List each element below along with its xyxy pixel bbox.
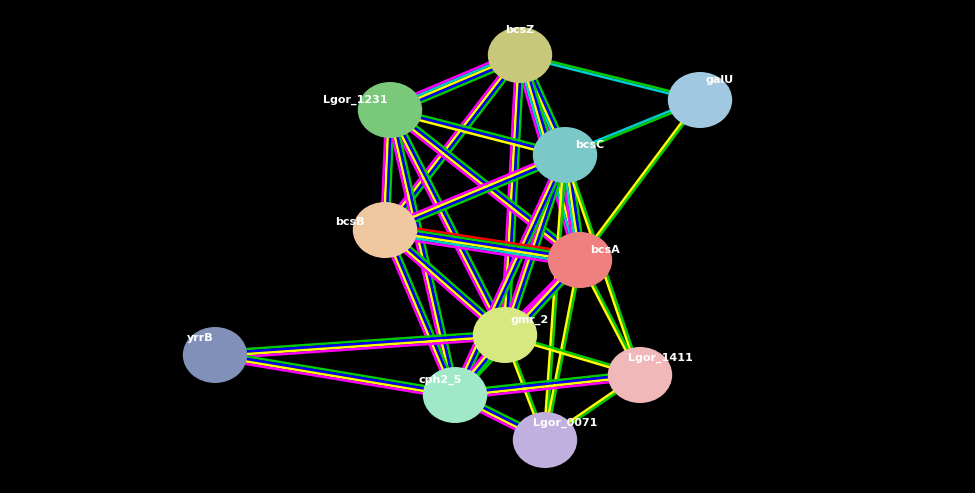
Ellipse shape: [607, 347, 672, 403]
Text: Lgor_0071: Lgor_0071: [532, 418, 597, 428]
Text: yrrB: yrrB: [186, 333, 214, 343]
Ellipse shape: [548, 232, 612, 288]
Ellipse shape: [532, 127, 598, 183]
Text: Lgor_1231: Lgor_1231: [323, 95, 387, 105]
Text: cph2_5: cph2_5: [418, 375, 462, 385]
Text: bcsB: bcsB: [335, 217, 365, 227]
Ellipse shape: [668, 72, 732, 128]
Text: bcsZ: bcsZ: [505, 25, 534, 35]
Ellipse shape: [423, 367, 488, 423]
Text: galU: galU: [706, 75, 734, 85]
Ellipse shape: [358, 82, 422, 138]
Text: gmr_2: gmr_2: [511, 315, 549, 325]
Ellipse shape: [488, 27, 552, 83]
Text: Lgor_1411: Lgor_1411: [628, 353, 692, 363]
Text: bcsA: bcsA: [590, 245, 620, 255]
Ellipse shape: [182, 327, 248, 383]
Ellipse shape: [513, 412, 577, 468]
Ellipse shape: [353, 202, 417, 258]
Ellipse shape: [473, 307, 537, 363]
Text: bcsC: bcsC: [575, 140, 604, 150]
